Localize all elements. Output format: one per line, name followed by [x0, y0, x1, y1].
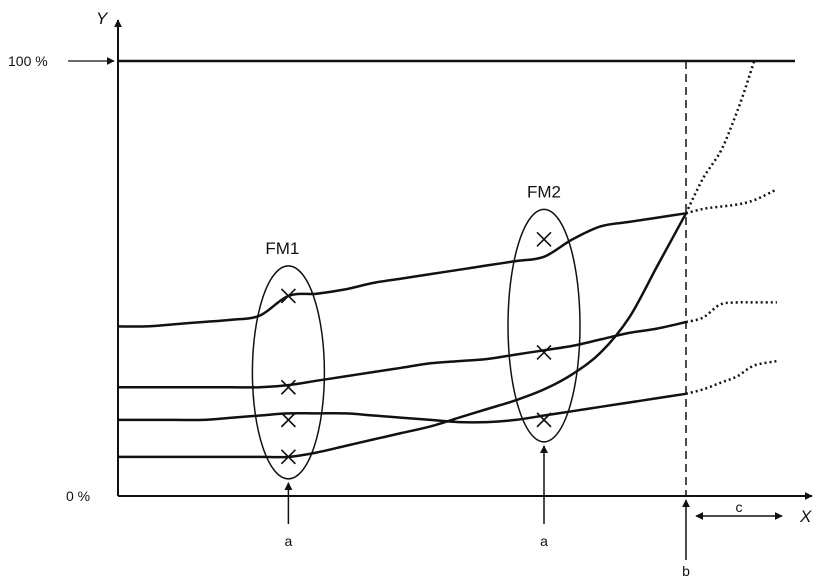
fm2-arrow-label: a [540, 533, 548, 549]
fm1-arrow-label: a [285, 533, 293, 549]
x-axis-title: X [799, 507, 812, 526]
extrapolated-line-2 [685, 188, 778, 215]
y-tick-0: 0 % [66, 488, 90, 504]
failure-marker [536, 412, 552, 428]
fm1-label: FM1 [265, 239, 299, 258]
interval-label: c [736, 499, 743, 515]
series-line-4 [118, 212, 688, 459]
fm1-ellipse [251, 265, 326, 480]
group-layer: FM1 FM2 [251, 182, 581, 480]
failure-marker [280, 379, 296, 395]
end-arrow-label: b [682, 563, 690, 579]
failure-marker [280, 288, 296, 304]
series-line-1 [117, 212, 687, 328]
series-layer [117, 212, 688, 459]
fm2-label: FM2 [527, 182, 561, 201]
marker-layer [280, 231, 552, 465]
extrapolated-line-3 [685, 301, 777, 324]
series-line-3 [117, 392, 687, 424]
y-tick-100: 100 % [8, 53, 48, 69]
y-axis-title: Y [96, 9, 109, 28]
failure-marker [280, 412, 296, 428]
extrapolated-line-4 [685, 359, 778, 396]
failure-marker [536, 231, 552, 247]
fm2-ellipse [507, 208, 581, 443]
series-line-2 [118, 320, 687, 389]
failure-marker [280, 449, 296, 465]
extrapolation-layer [684, 60, 778, 396]
extrapolated-line-1 [684, 60, 756, 214]
failure-marker [536, 344, 552, 361]
